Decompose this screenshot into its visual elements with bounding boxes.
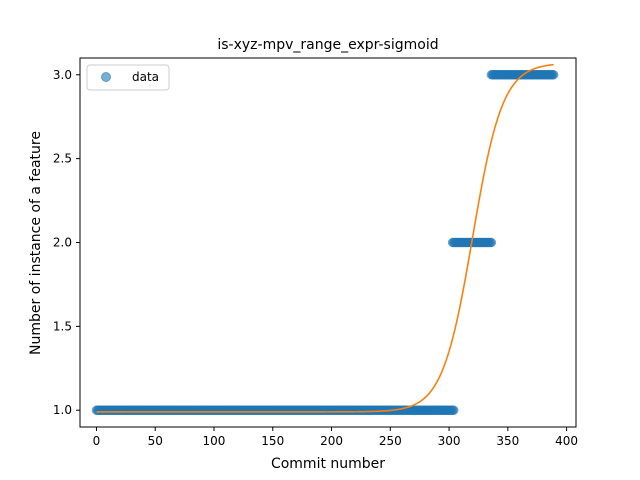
- y-tick-label: 2.5: [53, 152, 72, 166]
- data-point: [449, 405, 459, 415]
- x-tick-label: 200: [320, 434, 343, 448]
- x-tick-label: 100: [203, 434, 226, 448]
- legend: data: [86, 64, 170, 91]
- y-tick-label: 1.5: [53, 319, 72, 333]
- data-point: [486, 237, 497, 248]
- x-axis-label: Commit number: [271, 456, 385, 472]
- plot-area: [91, 63, 559, 415]
- y-tick-label: 2.0: [53, 236, 72, 250]
- y-tick-label: 3.0: [53, 68, 72, 82]
- x-tick-label: 400: [555, 434, 578, 448]
- data-point: [548, 70, 559, 80]
- y-axis-label: Number of instance of a feature: [28, 131, 44, 355]
- y-tick-label: 1.0: [53, 403, 72, 417]
- legend-marker: [101, 72, 111, 82]
- sigmoid-fit-line: [96, 63, 554, 413]
- legend-box: [86, 64, 170, 91]
- y-axis-ticks: 1.0 1.5 2.0 2.5 3.0: [53, 68, 80, 417]
- x-tick-label: 250: [379, 434, 402, 448]
- legend-label: data: [132, 70, 159, 84]
- x-tick-label: 350: [496, 434, 519, 448]
- x-tick-label: 0: [93, 434, 101, 448]
- x-tick-label: 50: [148, 434, 163, 448]
- x-axis-ticks: 0 50 100 150 200 250 300 350 400: [93, 427, 578, 448]
- chart-title: is-xyz-mpv_range_expr-sigmoid: [217, 37, 438, 53]
- fit-line-path: [96, 63, 554, 413]
- x-tick-label: 150: [261, 434, 284, 448]
- x-tick-label: 300: [438, 434, 461, 448]
